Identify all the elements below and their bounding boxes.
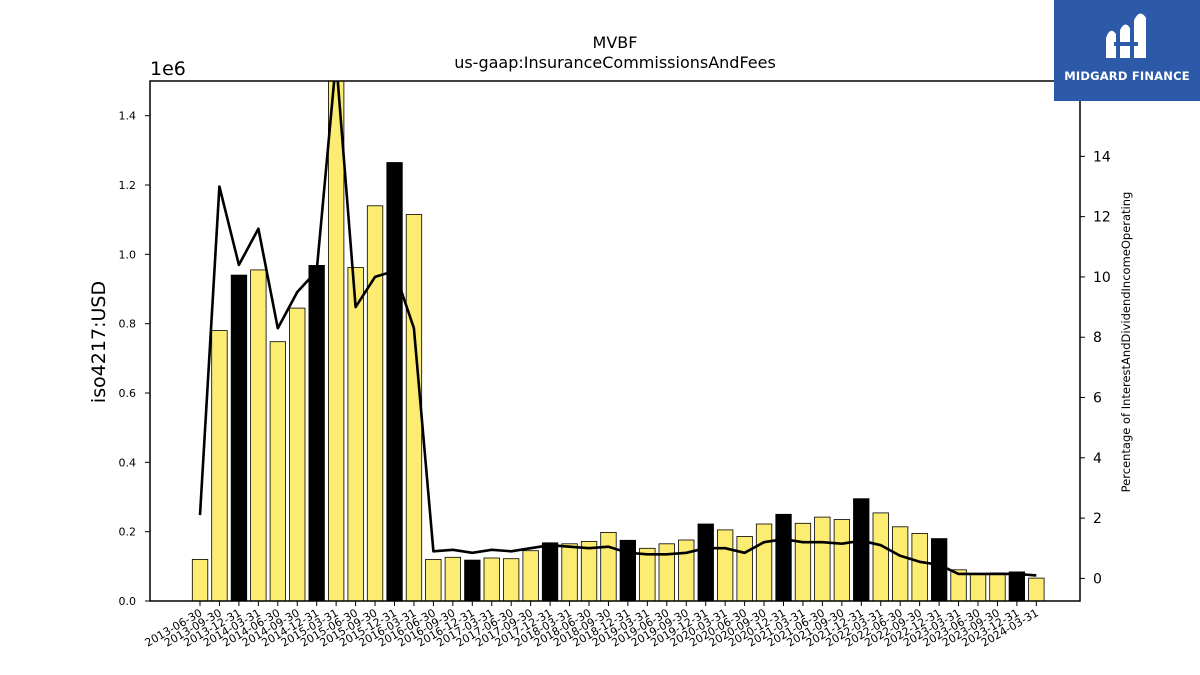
bar xyxy=(931,538,948,601)
y2-tick-label: 12 xyxy=(1093,210,1111,226)
bar xyxy=(1028,577,1045,601)
brand-name: MIDGARD FINANCE xyxy=(1064,69,1190,83)
bar xyxy=(853,498,870,601)
bar xyxy=(405,214,423,601)
bar xyxy=(483,557,500,601)
plot-area: 0.00.20.40.60.81.01.21.4024681012142013-… xyxy=(119,81,1111,650)
bar xyxy=(911,533,928,601)
bar-series xyxy=(191,81,1045,601)
bar xyxy=(502,558,520,601)
y2-tick-label: 8 xyxy=(1093,330,1102,346)
bar xyxy=(211,330,228,601)
bar xyxy=(425,559,442,601)
bar xyxy=(697,523,714,601)
bar xyxy=(289,307,306,601)
y-tick-label: 0.8 xyxy=(119,318,137,331)
bar xyxy=(522,550,539,601)
y-tick-label: 0.2 xyxy=(119,526,137,539)
bar xyxy=(678,539,695,601)
bar xyxy=(444,556,462,601)
y-scale-label: 1e6 xyxy=(150,58,186,80)
bar xyxy=(386,162,403,601)
bar xyxy=(600,532,617,601)
bar xyxy=(191,559,209,601)
chart-title: MVBF xyxy=(593,33,638,52)
plot-frame xyxy=(149,80,1081,602)
y-tick-label: 1.2 xyxy=(119,179,137,192)
bar xyxy=(366,205,384,601)
y-tick-label: 0.0 xyxy=(119,595,137,608)
bar xyxy=(308,264,325,601)
bar xyxy=(269,341,287,601)
brand-logo: MIDGARD FINANCE xyxy=(1054,0,1200,101)
y-tick-label: 0.6 xyxy=(119,387,137,400)
y2-tick-label: 10 xyxy=(1093,270,1111,286)
bar xyxy=(755,523,773,601)
y-tick-label: 1.4 xyxy=(119,110,137,123)
bar xyxy=(639,547,656,601)
bar xyxy=(250,269,267,601)
bar xyxy=(989,572,1006,601)
bar xyxy=(736,536,753,601)
bar xyxy=(541,542,559,601)
bar xyxy=(833,519,850,601)
bar xyxy=(892,526,909,601)
bar xyxy=(230,274,248,601)
y2-tick-label: 14 xyxy=(1093,149,1111,165)
y2-tick-label: 2 xyxy=(1093,511,1102,527)
bar xyxy=(658,543,675,601)
bar xyxy=(347,267,364,601)
y2-tick-label: 0 xyxy=(1093,571,1102,587)
bar xyxy=(327,81,345,601)
bar xyxy=(580,541,598,601)
bar xyxy=(717,529,734,601)
bar xyxy=(872,512,889,601)
midgard-logo-icon xyxy=(1106,13,1146,59)
bar xyxy=(464,559,481,601)
bar xyxy=(1008,571,1025,601)
bar xyxy=(775,513,792,601)
y-tick-label: 0.4 xyxy=(119,456,137,469)
y2-tick-label: 4 xyxy=(1093,451,1102,467)
y2-tick-label: 6 xyxy=(1093,391,1102,407)
chart-subtitle: us-gaap:InsuranceCommissionsAndFees xyxy=(454,53,776,72)
bar xyxy=(814,516,831,601)
line-series xyxy=(198,81,1037,577)
bar xyxy=(619,539,636,601)
bar xyxy=(969,573,987,601)
bar xyxy=(794,522,812,601)
y-axis-label: iso4217:USD xyxy=(88,281,110,403)
y2-axis-label: Percentage of InterestAndDividendIncomeO… xyxy=(1119,192,1133,493)
y-tick-label: 1.0 xyxy=(119,248,137,261)
bar xyxy=(561,543,578,601)
